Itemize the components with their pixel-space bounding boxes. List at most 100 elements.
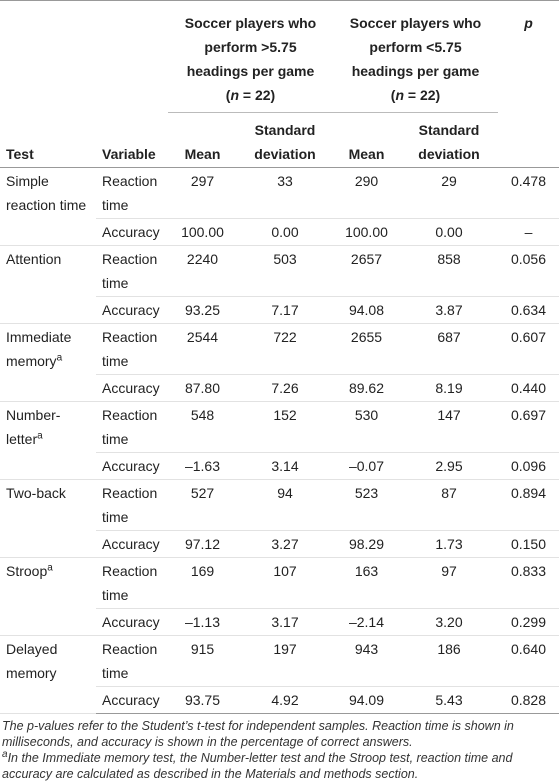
test-name: Stroop: [6, 563, 48, 579]
variable: Accuracy: [96, 530, 168, 558]
test-name: Simple reaction time: [6, 173, 87, 213]
value: 33: [237, 167, 333, 219]
results-table: Soccer players who perform >5.75 heading…: [0, 0, 559, 714]
value: 0.00: [400, 218, 498, 246]
variable: Accuracy: [96, 218, 168, 246]
value: 7.17: [237, 296, 333, 324]
value: 548: [168, 401, 237, 453]
test-name: Attention: [6, 251, 62, 267]
value: 4.92: [237, 686, 333, 714]
n-symbol: n: [395, 87, 405, 103]
value: 0.096: [498, 452, 559, 480]
column-header: Mean: [168, 112, 237, 168]
value: 0.894: [498, 479, 559, 531]
value: 0.150: [498, 530, 559, 558]
group-header: Soccer players who perform <5.75 heading…: [333, 0, 498, 113]
value: –2.14: [333, 608, 400, 636]
column-header: Standard deviation: [237, 112, 333, 168]
value: –0.07: [333, 452, 400, 480]
value: 2655: [333, 323, 400, 375]
note: The p-values refer to the Student’s t-te…: [2, 719, 514, 749]
test-cell: Delayed memory: [0, 635, 96, 714]
value: 2240: [168, 245, 237, 297]
value: 523: [333, 479, 400, 531]
group-header: Soccer players who perform >5.75 heading…: [168, 0, 333, 113]
test-cell: Stroopa: [0, 557, 96, 636]
value: 197: [237, 635, 333, 687]
value: 97: [400, 557, 498, 609]
value: 98.29: [333, 530, 400, 558]
value: 2.95: [400, 452, 498, 480]
test-cell: Simple reaction time: [0, 167, 96, 246]
value: 5.43: [400, 686, 498, 714]
value: 94.08: [333, 296, 400, 324]
value: 2657: [333, 245, 400, 297]
blank: [0, 1, 96, 113]
variable: Reaction time: [96, 323, 168, 375]
value: 93.25: [168, 296, 237, 324]
group-title: Soccer players who perform >5.75 heading…: [184, 15, 317, 79]
value: 93.75: [168, 686, 237, 714]
variable: Reaction time: [96, 245, 168, 297]
notes: The p-values refer to the Student’s t-te…: [0, 714, 559, 782]
data-row: Accuracy 93.75 4.92 94.09 5.43 0.828: [0, 686, 559, 714]
variable: Reaction time: [96, 167, 168, 219]
variable: Reaction time: [96, 557, 168, 609]
value: 87.80: [168, 374, 237, 402]
value: 87: [400, 479, 498, 531]
data-row: Accuracy 100.00 0.00 100.00 0.00–: [0, 218, 559, 246]
value: 147: [400, 401, 498, 453]
data-row: Accuracy –1.13 3.17 –2.14 3.20 0.299: [0, 608, 559, 636]
value: 100.00: [333, 218, 400, 246]
data-row: Immediate memorya Reaction time 2544 722 265…: [0, 323, 559, 402]
data-row: Accuracy 97.12 3.27 98.29 1.73 0.150: [0, 530, 559, 558]
value: 1.73: [400, 530, 498, 558]
value: 7.26: [237, 374, 333, 402]
value: 3.20: [400, 608, 498, 636]
test-cell: Attention: [0, 245, 96, 324]
note-mark: a: [56, 352, 63, 364]
value: 8.19: [400, 374, 498, 402]
value: 290: [333, 167, 400, 219]
value: 0.607: [498, 323, 559, 375]
blank: [96, 1, 168, 113]
n-value: = 22): [239, 87, 276, 103]
value: 297: [168, 167, 237, 219]
value: 943: [333, 635, 400, 687]
value: 530: [333, 401, 400, 453]
variable: Reaction time: [96, 635, 168, 687]
value: 107: [237, 557, 333, 609]
value: 687: [400, 323, 498, 375]
value: 3.14: [237, 452, 333, 480]
value: 0.640: [498, 635, 559, 687]
column-row: Test Variable Mean Standard deviation Mean St…: [0, 112, 559, 168]
variable: Reaction time: [96, 401, 168, 453]
variable: Accuracy: [96, 452, 168, 480]
value: 3.27: [237, 530, 333, 558]
value: –1.63: [168, 452, 237, 480]
value: 722: [237, 323, 333, 375]
value: 29: [400, 167, 498, 219]
value: 3.17: [237, 608, 333, 636]
value: 0.833: [498, 557, 559, 609]
value: 89.62: [333, 374, 400, 402]
value: 152: [237, 401, 333, 453]
value: 0.440: [498, 374, 559, 402]
value: 186: [400, 635, 498, 687]
column-header: Test: [0, 112, 96, 168]
value: 0.478: [498, 167, 559, 219]
value: 915: [168, 635, 237, 687]
value: 858: [400, 245, 498, 297]
value: –1.13: [168, 608, 237, 636]
p-symbol: p: [524, 15, 533, 31]
test-cell: Number-lettera: [0, 401, 96, 480]
value: 527: [168, 479, 237, 531]
n-symbol: n: [230, 87, 240, 103]
group-title: Soccer players who perform <5.75 heading…: [349, 15, 482, 79]
footnote: aIn the Immediate memory test, the Numbe…: [2, 749, 557, 782]
data-row: Two-back Reaction time 527 94 523 87 0.894: [0, 479, 559, 558]
data-row: Simple reaction time Reaction time 297 33 29…: [0, 167, 559, 246]
value: 0.299: [498, 608, 559, 636]
note-mark: a: [47, 562, 53, 574]
